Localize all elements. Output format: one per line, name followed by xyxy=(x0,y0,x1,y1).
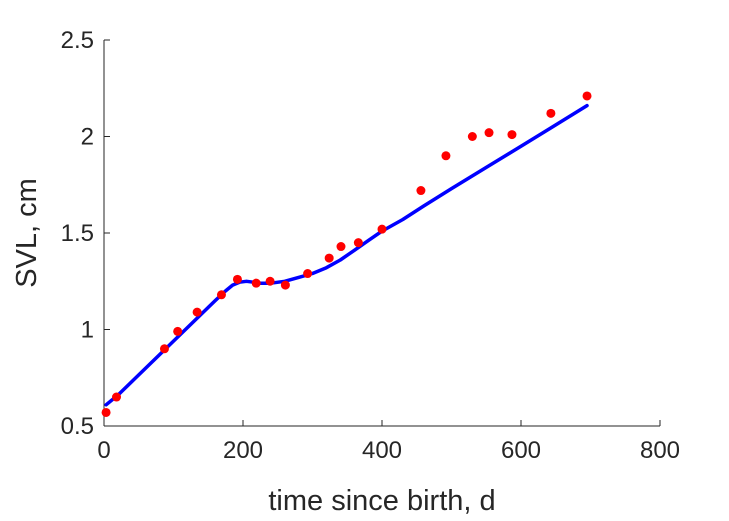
data-point xyxy=(303,269,313,279)
data-point xyxy=(353,238,363,248)
data-point xyxy=(441,151,451,161)
data-point xyxy=(582,91,592,101)
data-point xyxy=(280,280,290,290)
data-point xyxy=(507,130,517,140)
y-tick-label: 2 xyxy=(81,124,94,151)
x-tick-label: 800 xyxy=(640,437,680,464)
data-point xyxy=(192,307,202,317)
data-point xyxy=(232,274,242,284)
x-tick-label: 400 xyxy=(362,437,402,464)
data-point xyxy=(484,128,494,138)
data-points-layer xyxy=(101,91,592,417)
data-point xyxy=(251,278,261,288)
data-point xyxy=(159,344,169,354)
data-point xyxy=(112,392,122,402)
data-point xyxy=(416,186,426,196)
y-tick-labels: 0.5 1 1.5 2 2.5 xyxy=(61,27,94,440)
data-point xyxy=(377,224,387,234)
data-point xyxy=(216,290,226,300)
data-point xyxy=(546,108,556,118)
y-tick-label: 0.5 xyxy=(61,413,94,440)
y-axis-label: SVL, cm xyxy=(11,178,43,288)
y-tick-label: 1 xyxy=(81,317,94,344)
x-tick-label: 0 xyxy=(97,437,110,464)
x-tick-label: 600 xyxy=(501,437,541,464)
x-axis-label: time since birth, d xyxy=(268,485,495,517)
axes xyxy=(103,39,661,427)
data-point xyxy=(101,407,111,417)
x-tick-labels: 0 200 400 600 800 xyxy=(97,437,680,464)
data-point xyxy=(467,132,477,141)
data-point xyxy=(324,253,334,263)
x-tick-label: 200 xyxy=(223,437,263,464)
data-point xyxy=(173,326,183,336)
data-point xyxy=(265,276,275,286)
y-tick-label: 1.5 xyxy=(61,220,94,247)
y-tick-label: 2.5 xyxy=(61,27,94,54)
data-point xyxy=(336,242,346,252)
